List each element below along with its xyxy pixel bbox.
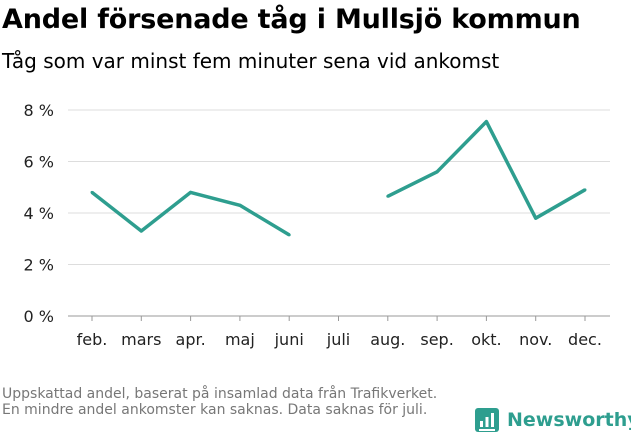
data-point <box>139 229 143 233</box>
data-point <box>484 120 488 124</box>
x-tick-label: sep. <box>420 330 453 349</box>
data-point <box>189 190 193 194</box>
data-point <box>534 216 538 220</box>
y-tick-label: 0 % <box>24 307 54 326</box>
data-point <box>583 188 587 192</box>
series-line <box>387 119 586 220</box>
series-line <box>90 190 291 237</box>
bar-chart-icon <box>475 408 499 432</box>
data-point <box>90 190 94 194</box>
y-tick-label: 8 % <box>24 101 54 120</box>
x-tick-label: aug. <box>370 330 405 349</box>
line-chart: 0 % 2 % 4 % 6 % 8 % feb. mars apr. maj juni juli a… <box>24 101 610 349</box>
x-tick-label: feb. <box>77 330 108 349</box>
x-tick-label: juni <box>274 330 304 349</box>
x-tick-label: dec. <box>568 330 602 349</box>
data-point <box>238 203 242 207</box>
x-tick-label: nov. <box>519 330 552 349</box>
x-tick-label: apr. <box>176 330 206 349</box>
series-lines <box>90 119 587 237</box>
x-tick-label: maj <box>225 330 255 349</box>
chart-subtitle: Tåg som var minst fem minuter sena vid a… <box>2 49 500 73</box>
gridlines <box>68 109 610 317</box>
data-point <box>435 170 439 174</box>
y-axis-ticks: 0 % 2 % 4 % 6 % 8 % <box>24 101 54 326</box>
y-tick-label: 2 % <box>24 256 54 275</box>
chart-footnote: Uppskattad andel, baserat på insamlad da… <box>2 386 438 418</box>
data-point <box>287 233 291 237</box>
y-tick-label: 6 % <box>24 153 54 172</box>
chart-title: Andel försenade tåg i Mullsjö kommun <box>2 4 581 35</box>
x-axis-ticks: feb. mars apr. maj juni juli aug. sep. okt. nov. d… <box>77 316 602 349</box>
data-point <box>386 194 390 198</box>
brand-name: Newsworthy <box>507 409 631 431</box>
brand-logo: Newsworthy <box>475 408 631 432</box>
y-tick-label: 4 % <box>24 204 54 223</box>
x-tick-label: okt. <box>471 330 501 349</box>
x-tick-label: mars <box>121 330 161 349</box>
x-tick-label: juli <box>326 330 350 349</box>
